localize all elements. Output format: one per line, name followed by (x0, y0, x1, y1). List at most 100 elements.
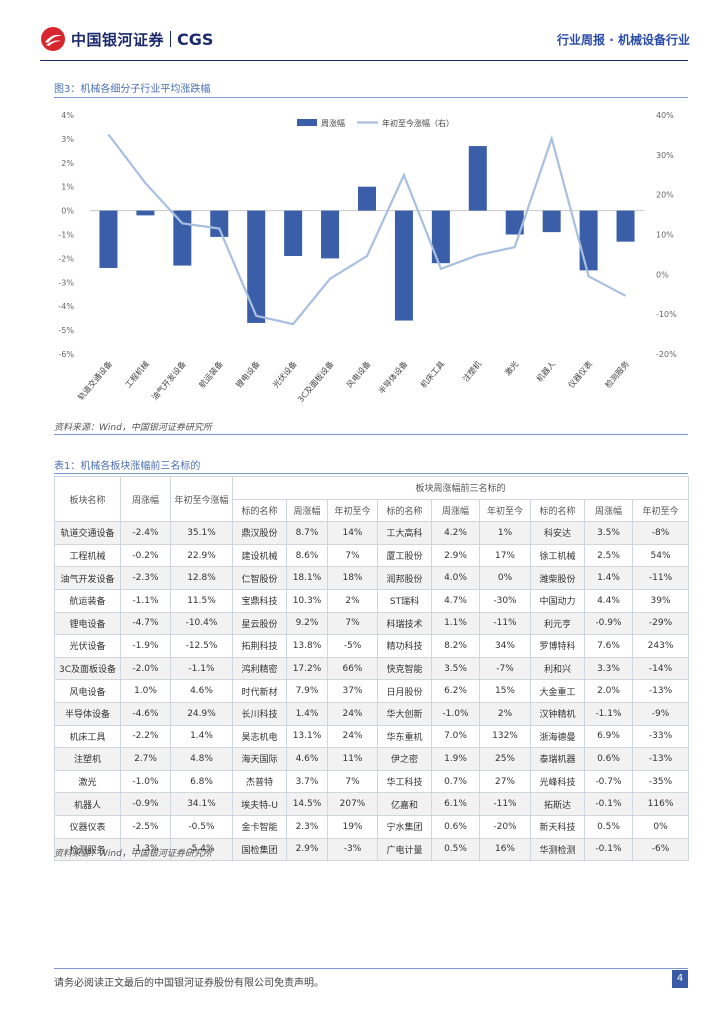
sector-cell: 半导体设备 (54, 701, 121, 726)
report-type: 行业周报 (557, 33, 606, 47)
category-label: 航运装备 (197, 359, 225, 390)
table-cell: 广电计量 (377, 837, 432, 862)
header-sector: 板块名称 (54, 475, 121, 523)
sector-cell: 轨道交通设备 (54, 521, 121, 545)
header-group: 板块周涨幅前三名标的 (231, 476, 690, 500)
table-cell: -11% (479, 792, 531, 816)
table-title: 表1：机械各板块涨幅前三名标的 (54, 461, 201, 472)
table-cell: 6.8% (170, 769, 233, 794)
table-cell: 243% (631, 634, 690, 658)
table-cell: -2.0% (120, 656, 171, 681)
table-row: 轨道交通设备 -2.4% 35.1% 鼎汉股份 8.7% 14% 工大高科 4.2% 1% 科安达… (54, 521, 690, 545)
table-cell: 8.7% (286, 521, 328, 545)
category-label: 机器人 (534, 359, 557, 384)
category-label: 注塑机 (460, 359, 483, 384)
table-cell: -10.4% (170, 611, 233, 636)
right-tick-label: -20% (656, 350, 677, 359)
left-tick-label: 2% (61, 159, 74, 168)
right-tick-label: 0% (656, 270, 669, 279)
table-cell: 27% (479, 769, 531, 794)
table-cell: 0.5% (431, 837, 480, 862)
figure-source: 资料来源：Wind，中国银河证券研究所 (54, 423, 212, 433)
table-row: 光伏设备 -1.9% -12.5% 拓荆科技 13.8% -5% 精功科技 8.2% 34% 罗博… (54, 634, 690, 658)
bar-week-change (468, 146, 487, 211)
table-cell: 昊志机电 (232, 724, 287, 749)
sector-cell: 仪器仪表 (54, 814, 121, 839)
table-cell: 中国动力 (530, 588, 585, 613)
table-cell: 19% (327, 814, 378, 839)
table-cell: 泰瑞机器 (530, 747, 585, 771)
category-label: 风电设备 (344, 359, 372, 390)
category-label: 半导体设备 (376, 359, 409, 396)
table-cell: 快克智能 (377, 656, 432, 681)
table-cell: 0.7% (431, 769, 480, 794)
header-ytd-1: 年初至今 (327, 498, 378, 523)
table-row: 机器人 -0.9% 34.1% 埃夫特-U 14.5% 207% 亿嘉和 6.1% -11% 拓斯… (54, 792, 690, 816)
table-cell: 0% (631, 814, 690, 839)
table-cell: 4.8% (170, 747, 233, 771)
table-cell: -9% (631, 701, 690, 726)
table-cell: 2.0% (584, 679, 633, 703)
header-divider (40, 60, 688, 61)
table-cell: 利元亨 (530, 611, 585, 636)
table-cell: 鸿利精密 (232, 656, 287, 681)
table-cell: 13.1% (286, 724, 328, 749)
bar-week-change (284, 210, 303, 257)
table-cell: 25% (479, 747, 531, 771)
report-category: 行业周报 · 机械设备行业 (557, 31, 690, 48)
table-cell: 6.2% (431, 679, 480, 703)
header-week-1: 周涨幅 (286, 498, 328, 523)
table-cell: 207% (327, 792, 378, 816)
table-cell: -0.1% (584, 837, 633, 862)
table-cell: -13% (631, 747, 690, 771)
bar-week-change (136, 210, 155, 216)
bar-week-change (616, 210, 635, 242)
bar-week-change (358, 186, 376, 211)
table-cell: 17% (479, 543, 531, 568)
table-cell: -7% (479, 656, 531, 681)
table-cell: 2.3% (286, 814, 328, 839)
bar-week-change (321, 210, 340, 259)
sector-cell: 激光 (54, 769, 121, 794)
table-cell: 7.9% (286, 679, 328, 703)
right-tick-label: 40% (656, 111, 674, 120)
header-stock-2: 标的名称 (377, 498, 432, 523)
table-cell: 66% (327, 656, 378, 681)
legend-bar-label: 周涨幅 (321, 118, 345, 128)
table-cell: 潍柴股份 (530, 566, 585, 590)
logo-english-name: CGS (177, 29, 214, 49)
table-cell: 2.5% (584, 543, 633, 568)
table-cell: 0% (479, 566, 531, 590)
table-cell: 11.5% (170, 588, 233, 613)
table-cell: 时代新材 (232, 679, 287, 703)
header-ytd-3: 年初至今 (631, 498, 690, 523)
table-cell: -1.0% (431, 701, 480, 726)
page-header: 中国银河证券 CGS 行业周报 · 机械设备行业 (40, 26, 690, 56)
left-tick-label: 3% (61, 135, 74, 144)
table-cell: 华东重机 (377, 724, 432, 749)
table-cell: -2.3% (120, 566, 171, 590)
table-cell: 15% (479, 679, 531, 703)
table-cell: 科瑞技术 (377, 611, 432, 636)
table-cell: 14% (327, 521, 378, 545)
table-cell: 4.4% (584, 588, 633, 613)
table-cell: 华工科技 (377, 769, 432, 794)
table-cell: 10.3% (286, 588, 328, 613)
table-cell: 24% (327, 724, 378, 749)
galaxy-logo-icon (41, 27, 65, 51)
table-row: 航运装备 -1.1% 11.5% 宝鼎科技 10.3% 2% ST瑞科 4.7% -30% 中国动… (54, 588, 690, 613)
table-cell: 宁水集团 (377, 814, 432, 839)
table-cell: -8% (631, 521, 690, 545)
left-tick-label: 1% (61, 183, 74, 192)
table-cell: 润邦股份 (377, 566, 432, 590)
header-ytd-2: 年初至今 (479, 498, 531, 523)
table-cell: 7% (327, 543, 378, 568)
sector-cell: 风电设备 (54, 679, 121, 703)
table-cell: -1.1% (170, 656, 233, 681)
table-cell: 22.9% (170, 543, 233, 568)
left-tick-label: 0% (61, 207, 74, 216)
table-source: 资料来源：Wind，中国银河证券研究所 (54, 849, 212, 859)
table-cell: 24.9% (170, 701, 233, 726)
header-dot: · (609, 33, 614, 47)
table-cell: -6% (631, 837, 690, 862)
